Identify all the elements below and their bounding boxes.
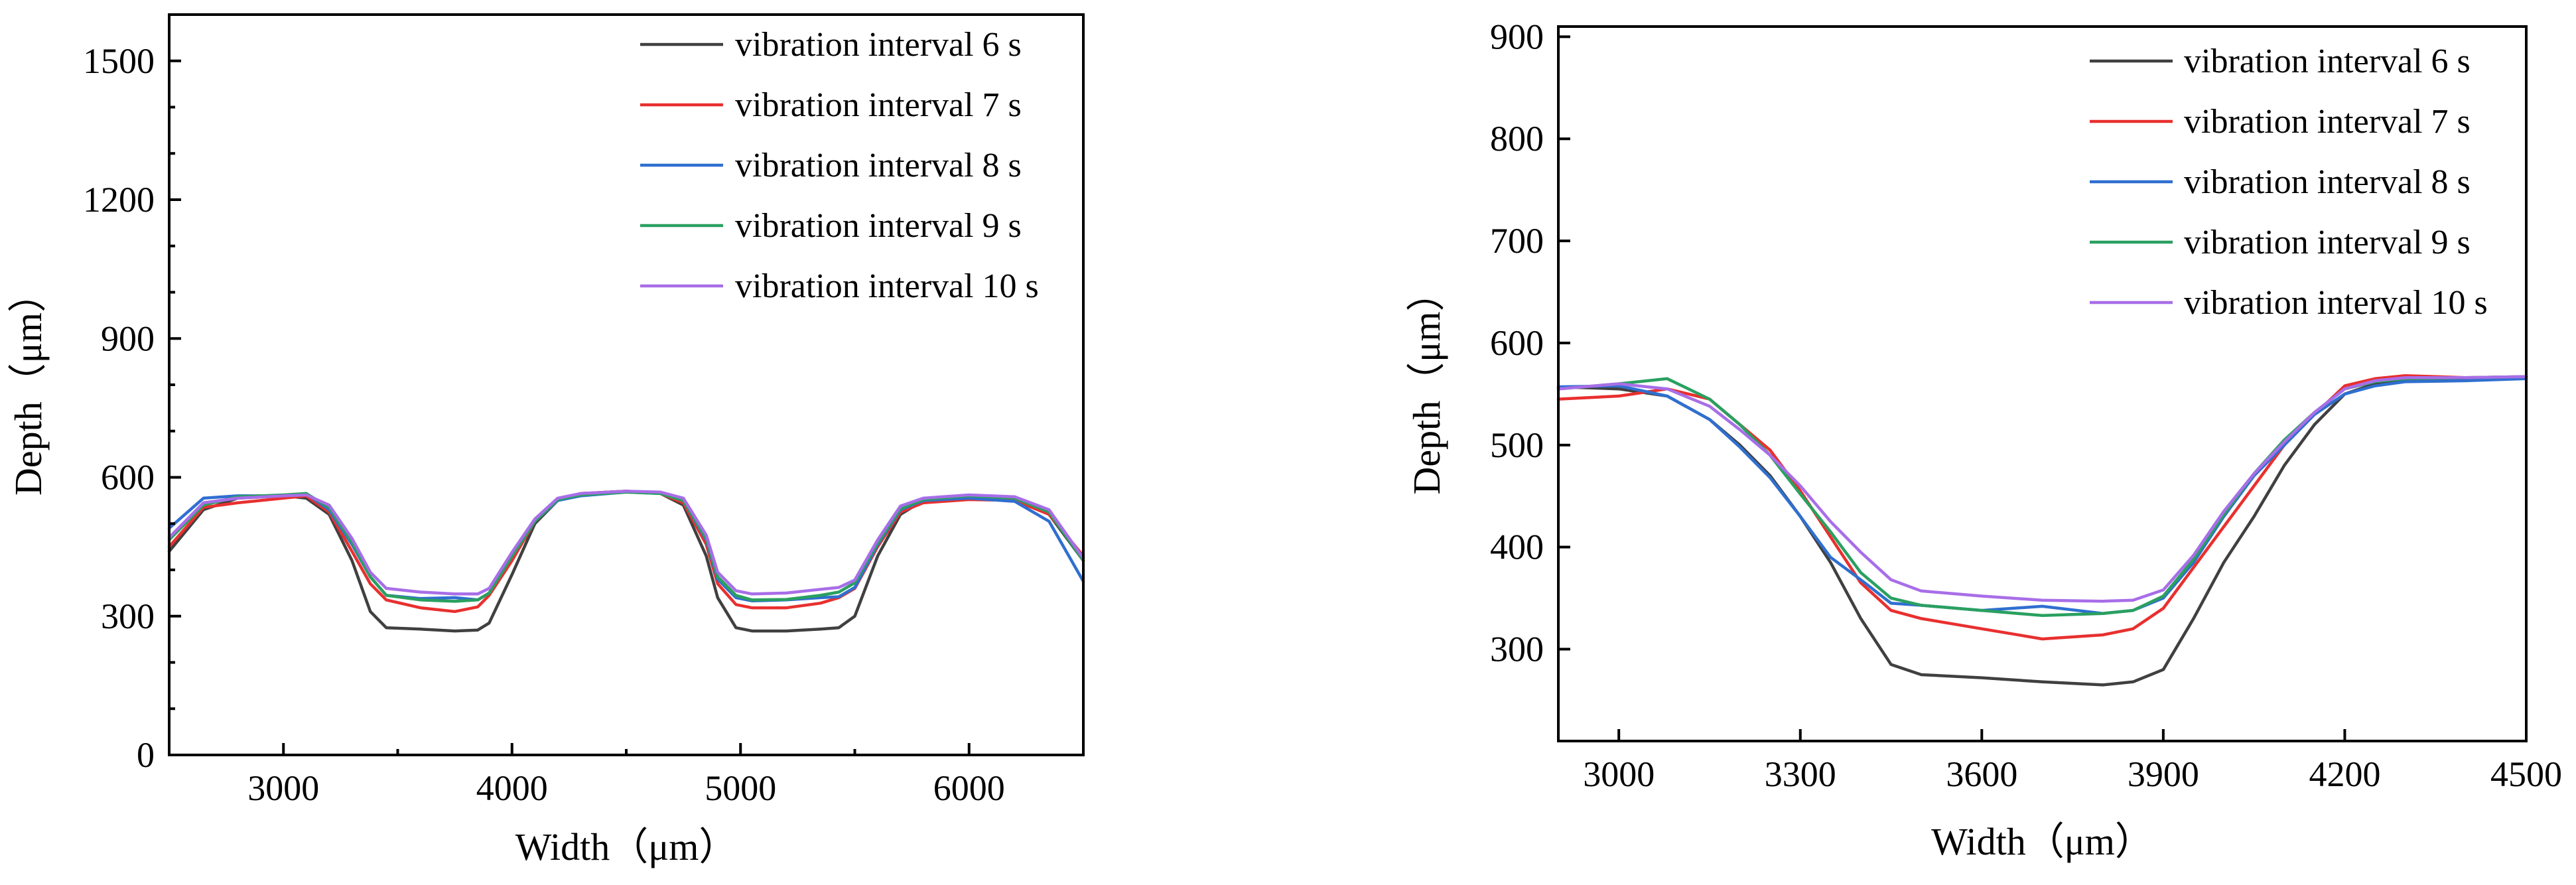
x-tick-label: 3300 bbox=[1765, 754, 1836, 794]
legend-label-5: vibration interval 10 s bbox=[735, 267, 1039, 305]
y-tick-label: 600 bbox=[1490, 323, 1544, 363]
x-tick-label: 4000 bbox=[476, 768, 548, 808]
legend-label-4: vibration interval 9 s bbox=[2184, 224, 2471, 261]
series-line-5 bbox=[167, 490, 1085, 596]
plot-frame bbox=[168, 13, 1085, 756]
plot-frame bbox=[1557, 25, 2528, 742]
x-axis-title: Width（μm） bbox=[1931, 820, 2153, 863]
x-tick-label: 4500 bbox=[2490, 754, 2562, 794]
y-tick-label: 400 bbox=[1490, 527, 1544, 567]
series-line-4 bbox=[1556, 375, 2528, 618]
y-tick-label: 300 bbox=[101, 596, 155, 636]
y-tick-label: 1200 bbox=[83, 180, 155, 220]
y-tick-label: 900 bbox=[101, 318, 155, 358]
y-tick-label: 500 bbox=[1490, 425, 1544, 465]
series-line-3 bbox=[1556, 377, 2528, 615]
x-tick-label: 5000 bbox=[705, 768, 776, 808]
legend-label-1: vibration interval 6 s bbox=[2184, 42, 2471, 80]
legend-label-5: vibration interval 10 s bbox=[2184, 284, 2488, 322]
legend-label-1: vibration interval 6 s bbox=[735, 26, 1022, 64]
series-line-4 bbox=[167, 490, 1085, 603]
y-tick-label: 0 bbox=[137, 735, 155, 775]
series-line-2 bbox=[167, 490, 1085, 614]
legend-label-3: vibration interval 8 s bbox=[2184, 163, 2471, 201]
series-line-1 bbox=[167, 490, 1085, 633]
y-tick-label: 300 bbox=[1490, 630, 1544, 669]
chart-right: 300 400 500 600 700 800 900 3000 3300 3600 3900 420… bbox=[1405, 17, 2562, 863]
y-axis-title: Depth（μm） bbox=[1405, 273, 1448, 495]
y-tick-label: 800 bbox=[1490, 119, 1544, 159]
y-tick-label: 1500 bbox=[83, 41, 155, 81]
x-tick-label: 4200 bbox=[2309, 754, 2380, 794]
series-line-3 bbox=[167, 490, 1085, 602]
legend-label-2: vibration interval 7 s bbox=[2184, 103, 2471, 141]
series-line-5 bbox=[1556, 375, 2528, 603]
x-tick-label: 3000 bbox=[247, 768, 319, 808]
x-tick-label: 3900 bbox=[2128, 754, 2199, 794]
legend-label-3: vibration interval 8 s bbox=[735, 147, 1022, 184]
legend-label-4: vibration interval 9 s bbox=[735, 207, 1022, 245]
chart-left: 0 300 600 900 1200 1500 3000 4000 5000 6000 Width（… bbox=[7, 13, 1085, 868]
x-axis-title: Width（μm） bbox=[515, 825, 738, 868]
y-tick-label: 600 bbox=[101, 458, 155, 498]
y-tick-label: 700 bbox=[1490, 221, 1544, 261]
y-axis-title: Depth（μm） bbox=[7, 274, 50, 496]
y-tick-label: 900 bbox=[1490, 17, 1544, 56]
x-tick-label: 6000 bbox=[933, 768, 1005, 808]
x-tick-label: 3000 bbox=[1583, 754, 1655, 794]
x-tick-label: 3600 bbox=[1946, 754, 2017, 794]
legend-label-2: vibration interval 7 s bbox=[735, 86, 1022, 124]
